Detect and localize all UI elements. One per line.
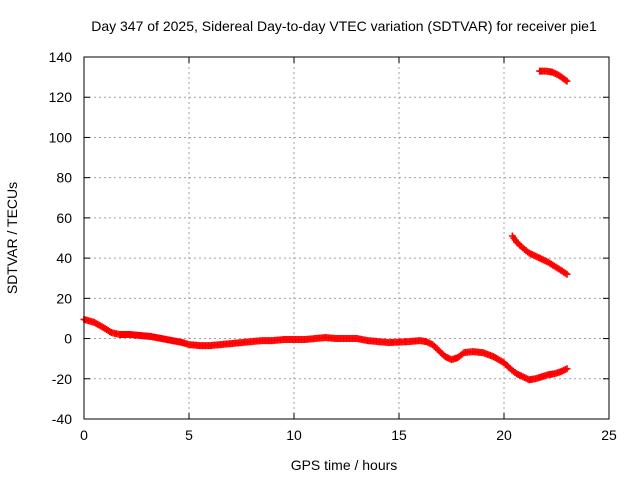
x-tick-label: 15 [391, 427, 407, 443]
x-tick-label: 0 [80, 427, 88, 443]
grid-layer [84, 57, 609, 419]
data-point [563, 77, 571, 85]
x-tick-label: 20 [496, 427, 512, 443]
plot-frame [83, 56, 610, 420]
series-1 [80, 315, 571, 384]
data-point [563, 270, 571, 278]
data-layer [80, 67, 571, 384]
y-tick-label: 100 [49, 129, 73, 145]
data-point [562, 76, 570, 84]
y-tick-label: -40 [52, 411, 72, 427]
x-axis-label: GPS time / hours [291, 457, 398, 473]
y-tick-label: 140 [49, 49, 73, 65]
y-tick-label: 40 [56, 250, 72, 266]
x-tick-label: 10 [286, 427, 302, 443]
series-3 [536, 67, 571, 85]
y-axis-label: SDTVAR / TECUs [4, 182, 20, 294]
tick-layer: 0 5 10 15 20 25 -40 -20 0 20 40 60 80 100 120 140 [49, 49, 617, 443]
x-tick-label: 25 [601, 427, 617, 443]
series-2 [508, 232, 571, 278]
data-point [563, 365, 571, 373]
y-tick-label: 120 [49, 89, 73, 105]
y-tick-label: 60 [56, 210, 72, 226]
y-tick-label: -20 [52, 371, 72, 387]
y-tick-label: 20 [56, 290, 72, 306]
x-tick-label: 5 [185, 427, 193, 443]
y-tick-label: 0 [64, 331, 72, 347]
y-tick-label: 80 [56, 170, 72, 186]
chart-title: Day 347 of 2025, Sidereal Day-to-day VTE… [91, 18, 597, 34]
